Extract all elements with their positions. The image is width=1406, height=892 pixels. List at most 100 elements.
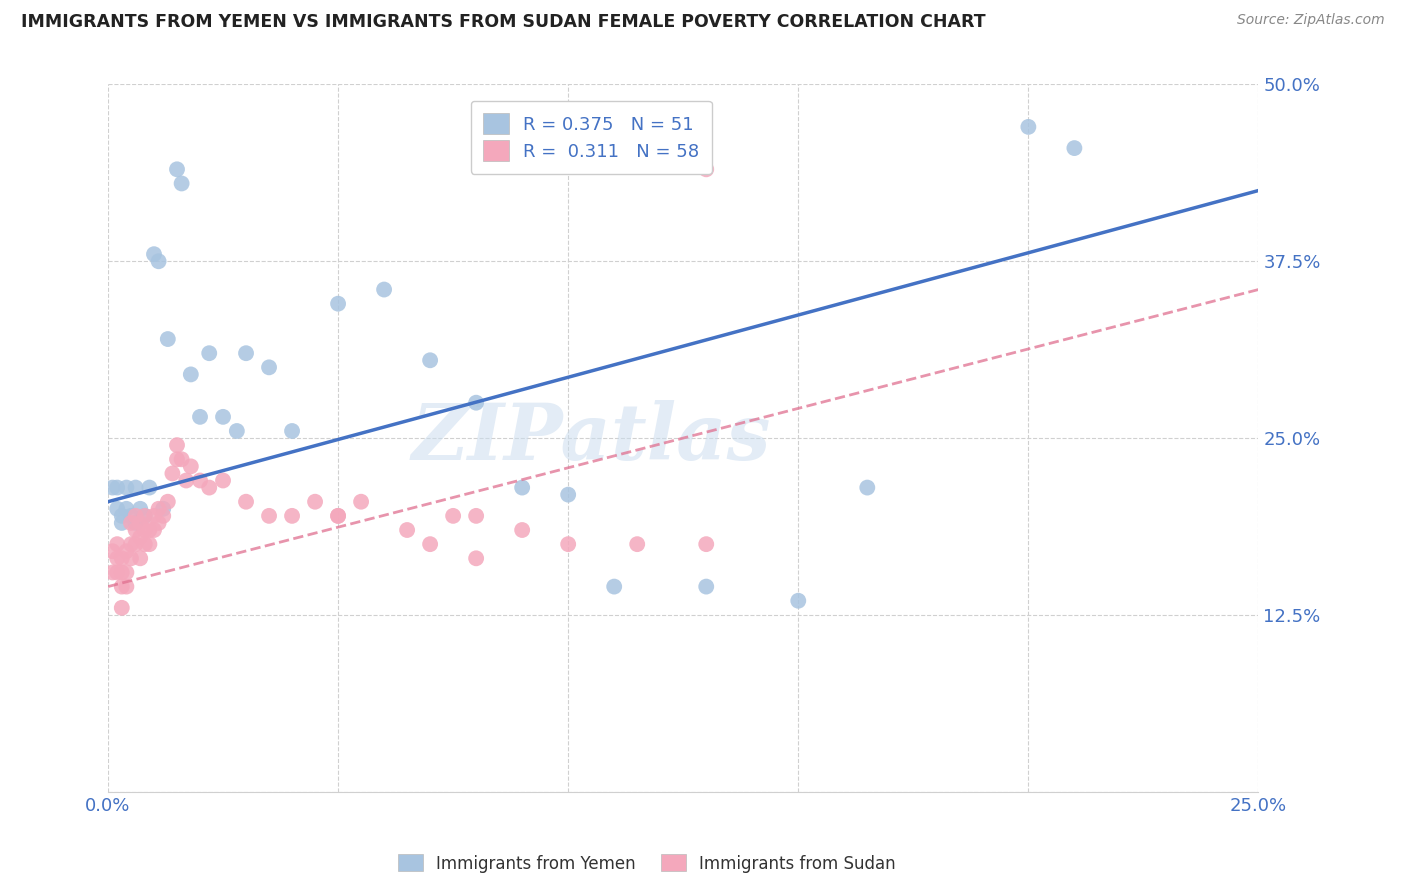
Point — [166, 438, 188, 452]
Point — [225, 424, 247, 438]
Point — [101, 481, 124, 495]
Point — [101, 566, 124, 580]
Point — [105, 566, 128, 580]
Point — [111, 551, 134, 566]
Text: ZIPatlas: ZIPatlas — [412, 400, 770, 476]
Point — [257, 508, 280, 523]
Point — [419, 353, 441, 368]
Point — [129, 530, 152, 544]
Point — [115, 580, 138, 594]
Point — [105, 551, 128, 566]
Point — [557, 537, 579, 551]
Point — [134, 523, 156, 537]
Point — [326, 296, 349, 310]
Point — [156, 332, 179, 346]
Point — [856, 481, 879, 495]
Point — [166, 162, 188, 177]
Point — [326, 508, 349, 523]
Text: IMMIGRANTS FROM YEMEN VS IMMIGRANTS FROM SUDAN FEMALE POVERTY CORRELATION CHART: IMMIGRANTS FROM YEMEN VS IMMIGRANTS FROM… — [21, 13, 986, 31]
Point — [115, 544, 138, 558]
Point — [120, 551, 142, 566]
Point — [152, 501, 174, 516]
Point — [787, 593, 810, 607]
Point — [111, 566, 134, 580]
Legend: Immigrants from Yemen, Immigrants from Sudan: Immigrants from Yemen, Immigrants from S… — [391, 847, 903, 880]
Point — [115, 566, 138, 580]
Point — [134, 508, 156, 523]
Point — [111, 580, 134, 594]
Point — [143, 523, 166, 537]
Point — [396, 523, 419, 537]
Point — [129, 516, 152, 530]
Point — [626, 537, 648, 551]
Point — [695, 537, 717, 551]
Point — [134, 537, 156, 551]
Point — [465, 395, 488, 409]
Point — [120, 516, 142, 530]
Point — [170, 177, 193, 191]
Point — [138, 481, 160, 495]
Point — [188, 409, 211, 424]
Point — [373, 283, 395, 297]
Point — [143, 247, 166, 261]
Point — [465, 551, 488, 566]
Point — [148, 501, 170, 516]
Point — [1017, 120, 1039, 134]
Point — [198, 346, 221, 360]
Point — [124, 537, 146, 551]
Point — [212, 409, 235, 424]
Point — [156, 494, 179, 508]
Point — [143, 508, 166, 523]
Point — [166, 452, 188, 467]
Text: Source: ZipAtlas.com: Source: ZipAtlas.com — [1237, 13, 1385, 28]
Legend: R = 0.375   N = 51, R =  0.311   N = 58: R = 0.375 N = 51, R = 0.311 N = 58 — [471, 101, 711, 174]
Point — [257, 360, 280, 375]
Point — [101, 544, 124, 558]
Point — [134, 508, 156, 523]
Point — [105, 481, 128, 495]
Point — [148, 254, 170, 268]
Point — [350, 494, 373, 508]
Point — [326, 508, 349, 523]
Point — [465, 508, 488, 523]
Point — [129, 501, 152, 516]
Point — [695, 580, 717, 594]
Point — [105, 501, 128, 516]
Point — [138, 523, 160, 537]
Point — [419, 537, 441, 551]
Point — [304, 494, 326, 508]
Point — [510, 481, 533, 495]
Point — [180, 368, 202, 382]
Point — [603, 580, 626, 594]
Point — [111, 516, 134, 530]
Point — [115, 481, 138, 495]
Point — [124, 481, 146, 495]
Point — [557, 488, 579, 502]
Point — [152, 508, 174, 523]
Point — [235, 346, 257, 360]
Point — [124, 516, 146, 530]
Point — [695, 162, 717, 177]
Point — [212, 474, 235, 488]
Point — [111, 600, 134, 615]
Point — [188, 474, 211, 488]
Point — [115, 501, 138, 516]
Point — [111, 508, 134, 523]
Point — [174, 474, 197, 488]
Point — [148, 516, 170, 530]
Point — [120, 537, 142, 551]
Point — [198, 481, 221, 495]
Point — [235, 494, 257, 508]
Point — [1063, 141, 1085, 155]
Point — [162, 467, 184, 481]
Point — [441, 508, 464, 523]
Point — [120, 508, 142, 523]
Point — [281, 508, 304, 523]
Point — [138, 537, 160, 551]
Point — [129, 551, 152, 566]
Point — [281, 424, 304, 438]
Point — [124, 508, 146, 523]
Point — [510, 523, 533, 537]
Point — [124, 523, 146, 537]
Point — [180, 459, 202, 474]
